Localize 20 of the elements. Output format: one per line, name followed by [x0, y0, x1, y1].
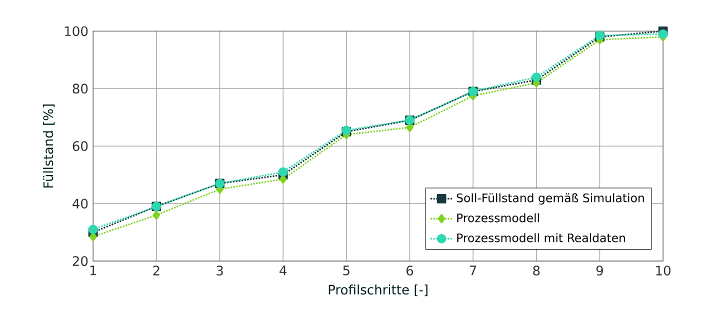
- legend-label: Prozessmodell mit Realdaten: [457, 233, 625, 242]
- x-axis-title: Profilschritte [-]: [328, 284, 428, 296]
- x-tick-label: 6: [406, 266, 414, 276]
- y-tick-label: 80: [72, 84, 88, 94]
- legend-label: Soll-Füllstand gemäß Simulation: [456, 193, 644, 205]
- legend-label: Prozessmodell: [457, 213, 539, 222]
- x-tick-label: 1: [90, 266, 96, 276]
- x-tick-label: 9: [596, 266, 603, 276]
- y-axis-title: Füllstand [%]: [43, 104, 55, 188]
- y-tick-label: 20: [72, 256, 88, 266]
- x-tick-label: 7: [470, 266, 476, 276]
- y-tick-label: 100: [65, 26, 88, 36]
- x-tick-label: 5: [343, 266, 350, 276]
- x-tick-label: 10: [656, 266, 670, 276]
- x-tick-label: 2: [153, 266, 160, 276]
- y-tick-label: 60: [72, 141, 88, 151]
- y-tick-label: 40: [72, 198, 88, 208]
- x-tick-label: 3: [216, 266, 223, 276]
- x-tick-label: 8: [533, 266, 540, 276]
- x-tick-label: 4: [280, 266, 286, 276]
